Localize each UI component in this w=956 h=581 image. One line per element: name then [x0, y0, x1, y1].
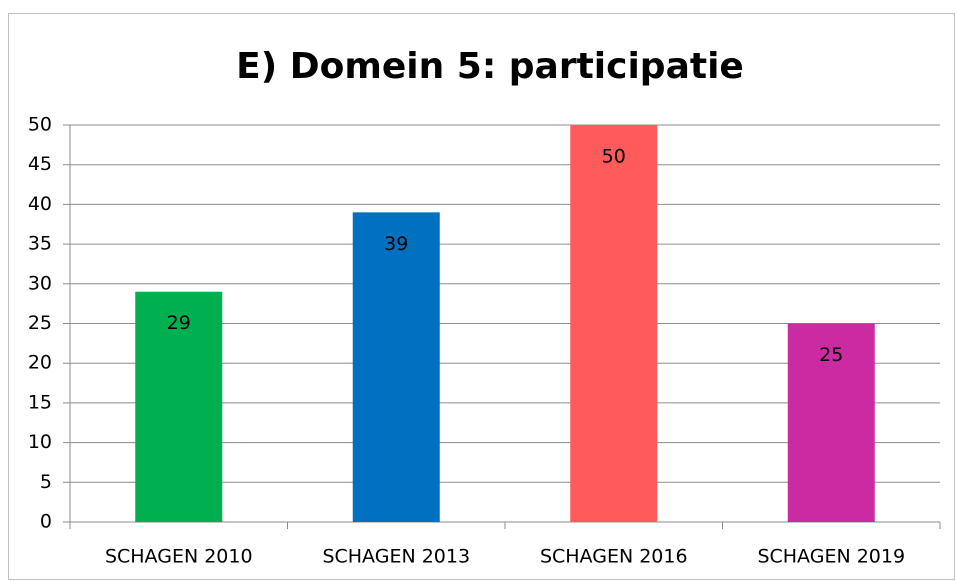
y-tick-label: 0 [40, 511, 52, 533]
y-tick-label: 10 [28, 431, 52, 453]
x-tick-label: SCHAGEN 2019 [757, 546, 905, 568]
y-tick-label: 25 [28, 312, 52, 334]
bar [570, 125, 658, 522]
data-label: 25 [819, 344, 843, 366]
data-label: 29 [167, 312, 191, 334]
y-tick-label: 5 [40, 471, 52, 493]
y-tick-label: 35 [28, 233, 52, 255]
y-tick-label: 30 [28, 272, 52, 294]
data-label: 50 [602, 146, 626, 168]
x-tick-label: SCHAGEN 2016 [540, 546, 688, 568]
x-tick-label: SCHAGEN 2013 [322, 546, 470, 568]
y-tick-label: 15 [28, 391, 52, 413]
y-tick-label: 40 [28, 193, 52, 215]
y-tick-label: 45 [28, 153, 52, 175]
y-tick-label: 50 [28, 114, 52, 136]
bar [787, 323, 875, 522]
chart-title: E) Domein 5: participatie [236, 46, 744, 87]
bar [352, 212, 440, 522]
y-tick-label: 20 [28, 352, 52, 374]
bar [135, 291, 223, 522]
data-label: 39 [384, 233, 408, 255]
x-tick-label: SCHAGEN 2010 [105, 546, 253, 568]
